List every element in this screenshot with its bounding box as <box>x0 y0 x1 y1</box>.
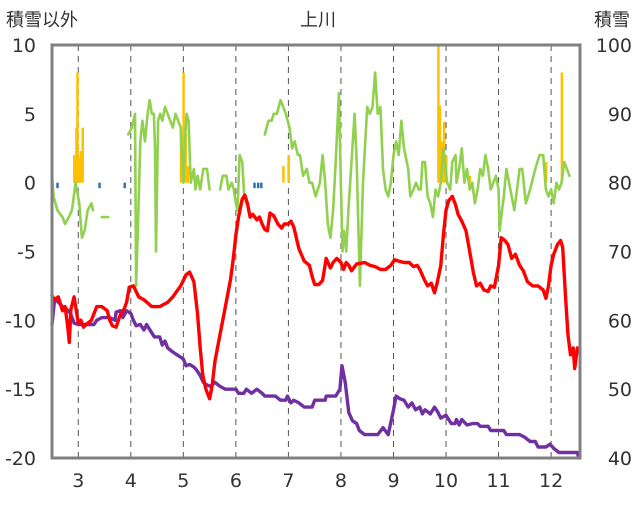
right-tick-label: 60 <box>608 310 632 332</box>
bar-7 <box>98 182 101 189</box>
bar-11 <box>184 133 187 183</box>
bar-12 <box>186 166 190 183</box>
left-axis-label: 積雪以外 <box>6 10 78 31</box>
left-tick-label: -10 <box>5 310 36 332</box>
x-tick-label: 8 <box>335 470 347 492</box>
bar-6 <box>81 127 84 183</box>
bar-16 <box>260 182 263 189</box>
x-tick-label: 12 <box>539 470 563 492</box>
bar-25 <box>468 175 472 183</box>
series-line-1 <box>50 298 581 460</box>
bar-15 <box>256 182 260 189</box>
right-axis-ticks: 100 90 80 70 60 50 40 <box>596 35 632 470</box>
x-tick-label: 5 <box>177 470 189 492</box>
plot-area-frame <box>50 43 582 460</box>
left-tick-label: -15 <box>5 379 36 401</box>
left-axis-ticks: 10 5 0 -5 -10 -15 -20 <box>5 35 36 470</box>
chart-title: 上川 <box>300 10 336 31</box>
bar-4 <box>77 157 80 183</box>
left-tick-label: 10 <box>12 35 36 57</box>
x-tick-label: 6 <box>230 470 242 492</box>
series-lines <box>50 71 581 460</box>
bar-18 <box>287 155 290 183</box>
bar-19 <box>437 45 440 183</box>
left-tick-label: 5 <box>24 104 36 126</box>
right-axis-label: 積雪 <box>594 10 630 31</box>
bar-14 <box>253 182 256 189</box>
x-tick-label: 9 <box>387 470 399 492</box>
series-line-0 <box>50 71 571 288</box>
bar-20 <box>438 105 442 183</box>
right-tick-label: 100 <box>596 35 632 57</box>
bar-10 <box>182 72 185 183</box>
series-line-2 <box>50 193 580 401</box>
right-tick-label: 50 <box>608 379 632 401</box>
bar-5 <box>79 151 82 183</box>
x-tick-label: 7 <box>282 470 294 492</box>
x-tick-label: 4 <box>125 470 137 492</box>
x-tick-label: 3 <box>72 470 84 492</box>
bar-3 <box>76 72 79 183</box>
right-tick-label: 40 <box>608 448 632 470</box>
x-tick-label: 10 <box>434 470 458 492</box>
bar-0 <box>56 182 59 189</box>
bar-17 <box>282 166 285 183</box>
left-tick-label: 0 <box>24 173 36 195</box>
bar-27 <box>544 162 548 183</box>
x-tick-label: 11 <box>486 470 510 492</box>
right-tick-label: 80 <box>608 173 632 195</box>
right-tick-label: 70 <box>608 242 632 264</box>
left-tick-label: -20 <box>5 448 36 470</box>
left-tick-label: -5 <box>17 242 36 264</box>
x-axis-ticks: 3 4 5 6 7 8 9 10 11 12 <box>72 470 563 492</box>
bar-8 <box>123 182 127 189</box>
bar-1 <box>73 155 76 183</box>
bar-26 <box>560 72 564 183</box>
right-tick-label: 90 <box>608 104 632 126</box>
